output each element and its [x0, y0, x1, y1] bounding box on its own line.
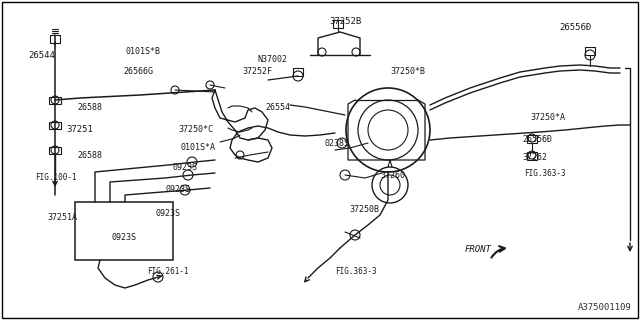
Text: 0101S*B: 0101S*B: [125, 47, 161, 57]
Bar: [49, 97, 61, 104]
Text: 37251: 37251: [67, 125, 93, 134]
Bar: [75, 202, 173, 260]
Bar: [585, 47, 595, 55]
Bar: [333, 20, 343, 28]
Text: FIG.100-1: FIG.100-1: [35, 173, 77, 182]
Text: 0923S: 0923S: [173, 164, 198, 172]
Text: 0238S: 0238S: [324, 139, 349, 148]
Text: 26556Ð: 26556Ð: [559, 23, 591, 33]
Text: 26544: 26544: [29, 51, 56, 60]
Text: 0923S: 0923S: [111, 234, 136, 243]
Text: 26556Ð: 26556Ð: [522, 135, 552, 145]
Bar: [49, 122, 61, 129]
Text: 37252B: 37252B: [329, 18, 361, 27]
Text: 37260: 37260: [381, 171, 406, 180]
Text: A375001109: A375001109: [579, 303, 632, 312]
Text: 37262: 37262: [522, 153, 547, 162]
Bar: [293, 68, 303, 76]
Text: 0923S: 0923S: [166, 186, 191, 195]
Text: FIG.261-1: FIG.261-1: [147, 268, 189, 276]
Text: 37250*C: 37250*C: [179, 125, 214, 134]
Text: 37250B: 37250B: [349, 205, 379, 214]
Text: N37002: N37002: [257, 55, 287, 65]
Bar: [527, 152, 537, 160]
Text: 0923S: 0923S: [156, 209, 180, 218]
Bar: [50, 35, 60, 43]
Text: 26566G: 26566G: [123, 68, 153, 76]
Text: 37250*A: 37250*A: [531, 114, 566, 123]
Bar: [527, 135, 537, 143]
Text: FIG.363-3: FIG.363-3: [335, 268, 377, 276]
Text: FRONT: FRONT: [465, 245, 492, 254]
Text: 37251A: 37251A: [47, 213, 77, 222]
Text: 26554: 26554: [266, 103, 291, 113]
Text: 26588: 26588: [77, 102, 102, 111]
Bar: [49, 147, 61, 154]
Text: 26588: 26588: [77, 150, 102, 159]
Text: 37252F: 37252F: [242, 68, 272, 76]
Text: FIG.363-3: FIG.363-3: [524, 169, 566, 178]
Text: 0101S*A: 0101S*A: [180, 143, 216, 153]
Text: 37250*B: 37250*B: [390, 68, 426, 76]
